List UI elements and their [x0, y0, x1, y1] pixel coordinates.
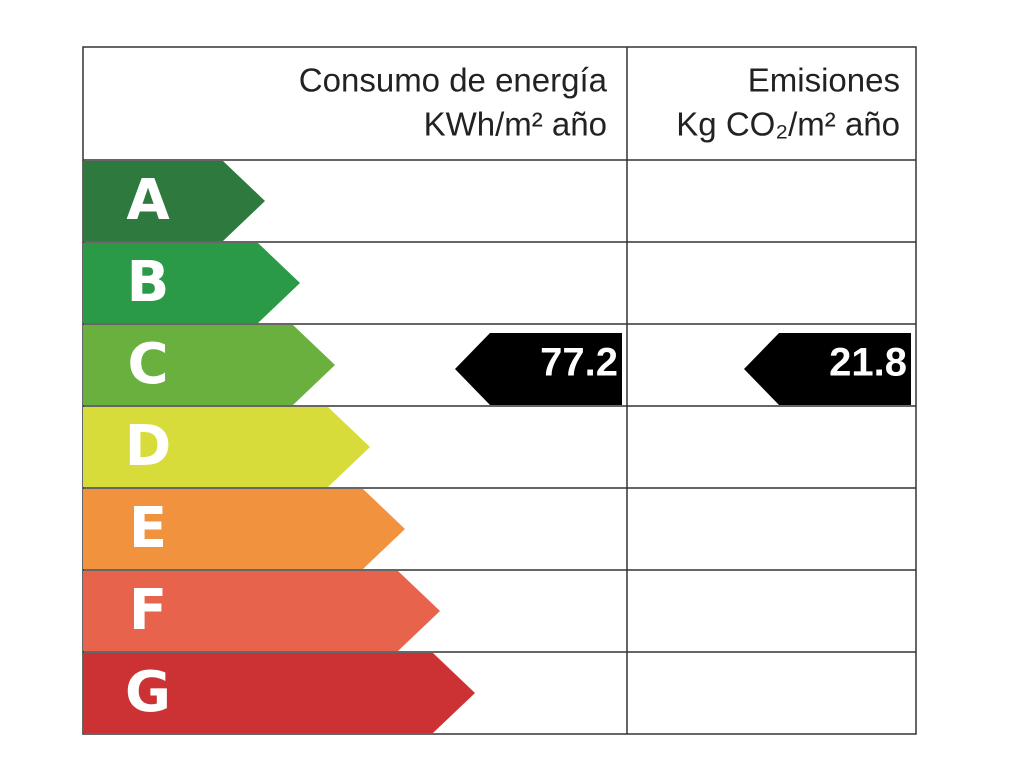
- rating-letter: B: [127, 250, 170, 315]
- rating-letter: G: [125, 660, 171, 725]
- rating-arrow: [83, 243, 300, 323]
- rating-letter: F: [129, 578, 167, 643]
- emissions-title: Emisiones: [748, 62, 900, 99]
- rating-arrow: [83, 489, 405, 569]
- rating-arrow: [83, 653, 475, 733]
- emissions-indicator: [744, 333, 911, 405]
- energy-indicator: [455, 333, 622, 405]
- rating-arrow: [83, 161, 265, 241]
- rating-arrow: [83, 407, 370, 487]
- energy-title: Consumo de energía: [299, 62, 608, 99]
- rating-letter: D: [125, 414, 171, 479]
- emissions-value: 21.8: [829, 341, 907, 385]
- rating-arrow: [83, 571, 440, 651]
- rating-letter: C: [127, 332, 168, 397]
- rating-arrow: [83, 325, 335, 405]
- rating-letter: E: [129, 496, 167, 561]
- energy-value: 77.2: [540, 341, 618, 385]
- rating-letter: A: [126, 168, 170, 233]
- energy-unit: KWh/m² año: [424, 106, 607, 143]
- emissions-unit: Kg CO₂/m² año: [676, 106, 900, 143]
